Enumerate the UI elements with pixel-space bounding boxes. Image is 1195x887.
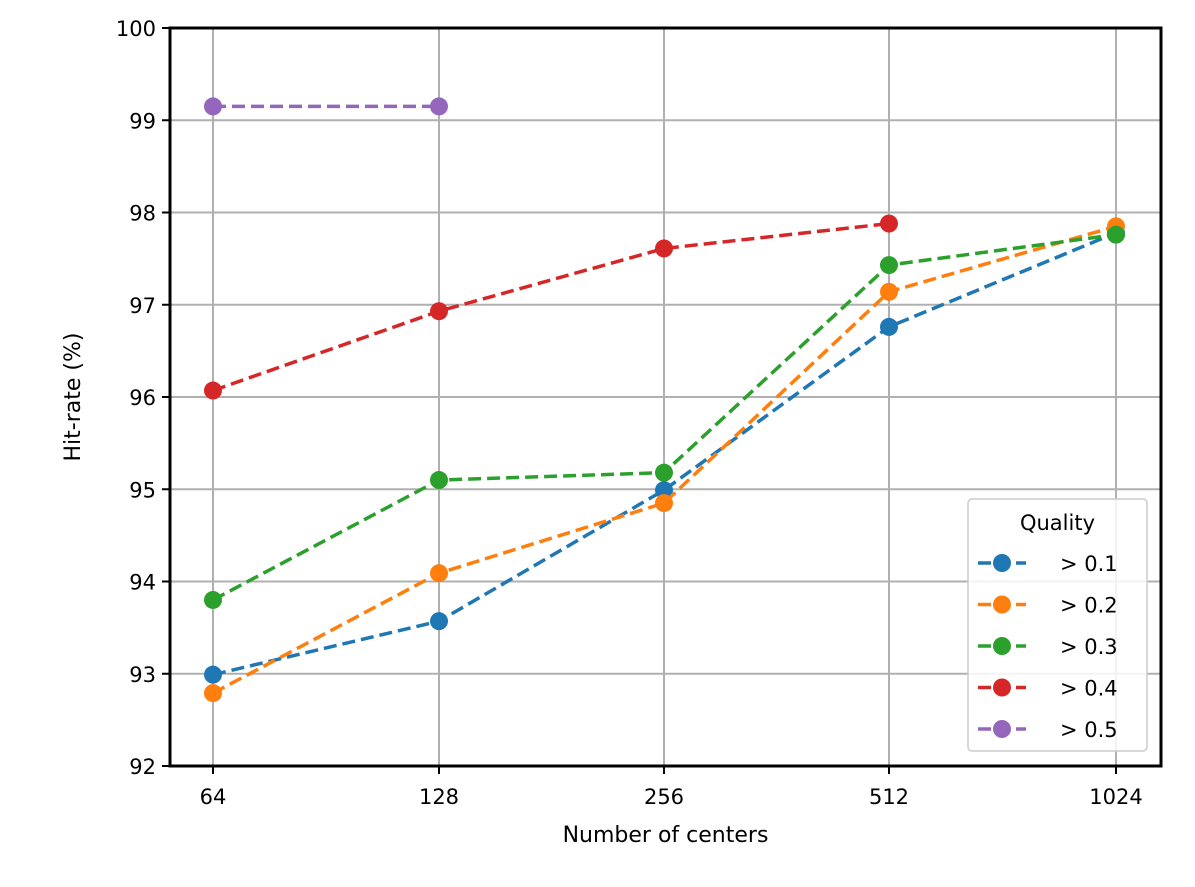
- series-2: [204, 217, 1125, 703]
- y-tick-label: 93: [129, 663, 156, 687]
- data-point: [655, 239, 673, 258]
- series-4: [204, 214, 898, 400]
- series-layer: [204, 97, 1125, 703]
- data-point: [655, 463, 673, 482]
- y-tick-label: 94: [129, 571, 156, 595]
- ticks: 64 128 256 512 1024 92 93 94 95 96 97 98 99 100: [116, 17, 1143, 809]
- data-point: [204, 665, 222, 684]
- legend-label: > 0.1: [1060, 552, 1118, 576]
- data-point: [430, 564, 448, 583]
- legend-label: > 0.3: [1060, 635, 1118, 659]
- x-tick-label: 256: [644, 785, 684, 809]
- legend-item: > 0.4: [978, 677, 1118, 701]
- x-tick-label: 1024: [1089, 785, 1142, 809]
- legend-title: Quality: [1020, 511, 1095, 535]
- data-point: [880, 214, 898, 233]
- legend-item: > 0.5: [978, 718, 1118, 742]
- series-line: [212, 224, 1117, 695]
- legend-swatch-marker: [993, 554, 1011, 572]
- data-point: [204, 684, 222, 703]
- legend-label: > 0.2: [1060, 594, 1118, 618]
- data-point: [430, 97, 448, 116]
- data-point: [655, 481, 673, 500]
- y-tick-label: 98: [129, 202, 156, 226]
- data-point: [430, 612, 448, 631]
- legend-items: > 0.1 > 0.2 > 0.3 > 0.4 > 0.5: [978, 552, 1118, 742]
- legend: Quality > 0.1 > 0.2 > 0.3 > 0.4 > 0.5: [967, 498, 1148, 752]
- legend-swatch-marker: [993, 720, 1011, 738]
- data-point: [880, 256, 898, 275]
- data-point: [204, 381, 222, 400]
- legend-swatch-marker: [993, 678, 1011, 697]
- x-tick-label: 512: [869, 785, 909, 809]
- legend-label: > 0.5: [1060, 718, 1118, 742]
- y-tick-label: 95: [129, 478, 156, 502]
- data-point: [655, 494, 673, 513]
- series-line: [212, 231, 1117, 677]
- y-tick-label: 96: [129, 386, 156, 410]
- legend-label: > 0.4: [1060, 677, 1118, 701]
- data-point: [1107, 225, 1125, 244]
- legend-box: [967, 498, 1148, 752]
- y-axis-label: Hit-rate (%): [61, 333, 86, 462]
- x-tick-label: 64: [200, 785, 227, 809]
- data-point: [430, 471, 448, 490]
- series-5: [204, 97, 448, 116]
- y-tick-label: 100: [116, 17, 156, 41]
- y-tick-label: 97: [129, 294, 156, 318]
- data-point: [430, 302, 448, 321]
- data-point: [880, 317, 898, 336]
- legend-swatch-marker: [993, 595, 1011, 614]
- data-point: [204, 590, 222, 609]
- data-point: [880, 282, 898, 301]
- legend-swatch-marker: [993, 637, 1011, 655]
- series-3: [204, 225, 1125, 609]
- legend-item: > 0.3: [978, 635, 1118, 659]
- legend-item: > 0.2: [978, 594, 1118, 618]
- y-tick-label: 99: [129, 109, 156, 133]
- y-tick-label: 92: [129, 755, 156, 779]
- x-tick-label: 128: [419, 785, 459, 809]
- data-point: [204, 97, 222, 116]
- series-line: [212, 221, 890, 393]
- x-axis-label: Number of centers: [563, 823, 769, 848]
- legend-item: > 0.1: [978, 552, 1118, 576]
